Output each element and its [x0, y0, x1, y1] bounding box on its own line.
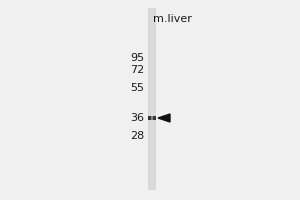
Text: 36: 36: [130, 113, 144, 123]
Text: 72: 72: [130, 65, 144, 75]
Polygon shape: [158, 114, 170, 122]
Text: 55: 55: [130, 83, 144, 93]
Text: m.liver: m.liver: [153, 14, 191, 24]
Bar: [148, 116, 156, 120]
Bar: [148, 8, 156, 190]
Text: 28: 28: [130, 131, 144, 141]
Text: 95: 95: [130, 53, 144, 63]
